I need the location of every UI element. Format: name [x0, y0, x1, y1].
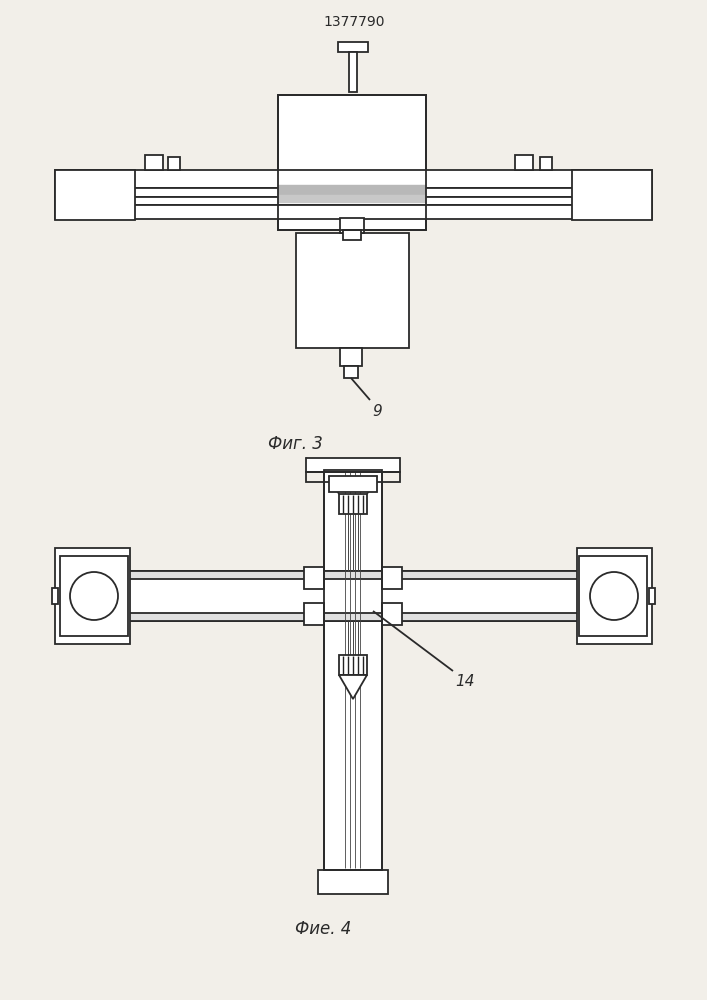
Bar: [324, 470, 382, 870]
Bar: [278, 95, 426, 230]
Bar: [349, 52, 357, 92]
Bar: [338, 42, 368, 52]
Bar: [128, 613, 578, 621]
Bar: [540, 157, 552, 170]
Bar: [306, 472, 400, 482]
Bar: [318, 870, 388, 894]
Bar: [55, 548, 130, 644]
Bar: [55, 197, 652, 205]
Bar: [340, 348, 362, 366]
Bar: [572, 170, 652, 220]
Bar: [343, 230, 361, 240]
Text: Фиг. 3: Фиг. 3: [268, 435, 323, 453]
Bar: [145, 155, 163, 170]
Bar: [577, 548, 652, 644]
Text: Фие. 4: Фие. 4: [295, 920, 351, 938]
Bar: [382, 603, 402, 625]
Polygon shape: [339, 675, 367, 699]
Bar: [55, 170, 135, 220]
Bar: [515, 155, 533, 170]
Bar: [324, 470, 382, 870]
Bar: [168, 157, 180, 170]
Bar: [340, 218, 364, 233]
Bar: [579, 556, 647, 636]
Bar: [55, 205, 652, 219]
Bar: [344, 366, 358, 378]
Text: 9: 9: [372, 404, 382, 419]
Bar: [128, 571, 578, 579]
Bar: [55, 170, 652, 188]
Circle shape: [590, 572, 638, 620]
Text: 14: 14: [455, 674, 474, 689]
Bar: [296, 233, 409, 348]
Bar: [55, 188, 652, 197]
Bar: [306, 458, 400, 472]
Bar: [60, 556, 128, 636]
Bar: [339, 494, 367, 514]
Bar: [304, 603, 324, 625]
Bar: [52, 588, 58, 604]
Bar: [382, 567, 402, 589]
Circle shape: [70, 572, 118, 620]
Bar: [329, 476, 377, 492]
Bar: [339, 655, 367, 675]
Text: 1377790: 1377790: [323, 15, 385, 29]
Bar: [304, 567, 324, 589]
Bar: [278, 95, 426, 230]
Bar: [128, 571, 578, 621]
Bar: [649, 588, 655, 604]
Bar: [278, 195, 426, 203]
Bar: [278, 185, 426, 195]
